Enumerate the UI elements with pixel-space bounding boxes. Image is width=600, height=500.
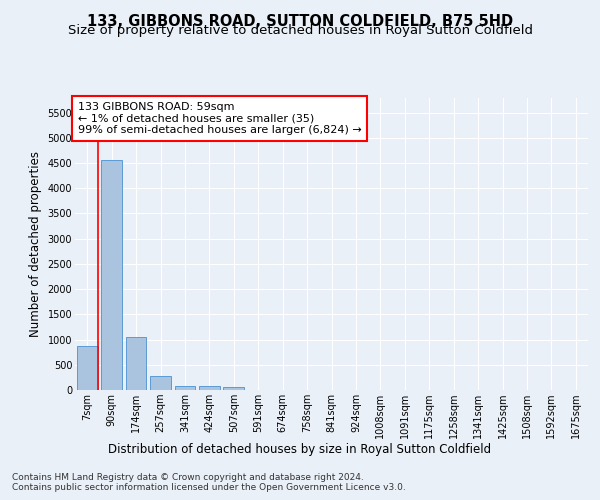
Text: 133, GIBBONS ROAD, SUTTON COLDFIELD, B75 5HD: 133, GIBBONS ROAD, SUTTON COLDFIELD, B75… [87, 14, 513, 29]
Text: Distribution of detached houses by size in Royal Sutton Coldfield: Distribution of detached houses by size … [109, 442, 491, 456]
Bar [77, 346, 98, 390]
Text: 133 GIBBONS ROAD: 59sqm
← 1% of detached houses are smaller (35)
99% of semi-det: 133 GIBBONS ROAD: 59sqm ← 1% of detached… [77, 102, 361, 135]
Text: Size of property relative to detached houses in Royal Sutton Coldfield: Size of property relative to detached ho… [67, 24, 533, 37]
Bar [125, 337, 146, 390]
Bar [150, 376, 171, 390]
Text: Contains public sector information licensed under the Open Government Licence v3: Contains public sector information licen… [12, 482, 406, 492]
Bar [175, 386, 196, 390]
Text: Contains HM Land Registry data © Crown copyright and database right 2024.: Contains HM Land Registry data © Crown c… [12, 472, 364, 482]
Bar [101, 160, 122, 390]
Y-axis label: Number of detached properties: Number of detached properties [29, 151, 42, 337]
Bar [199, 386, 220, 390]
Bar [223, 387, 244, 390]
